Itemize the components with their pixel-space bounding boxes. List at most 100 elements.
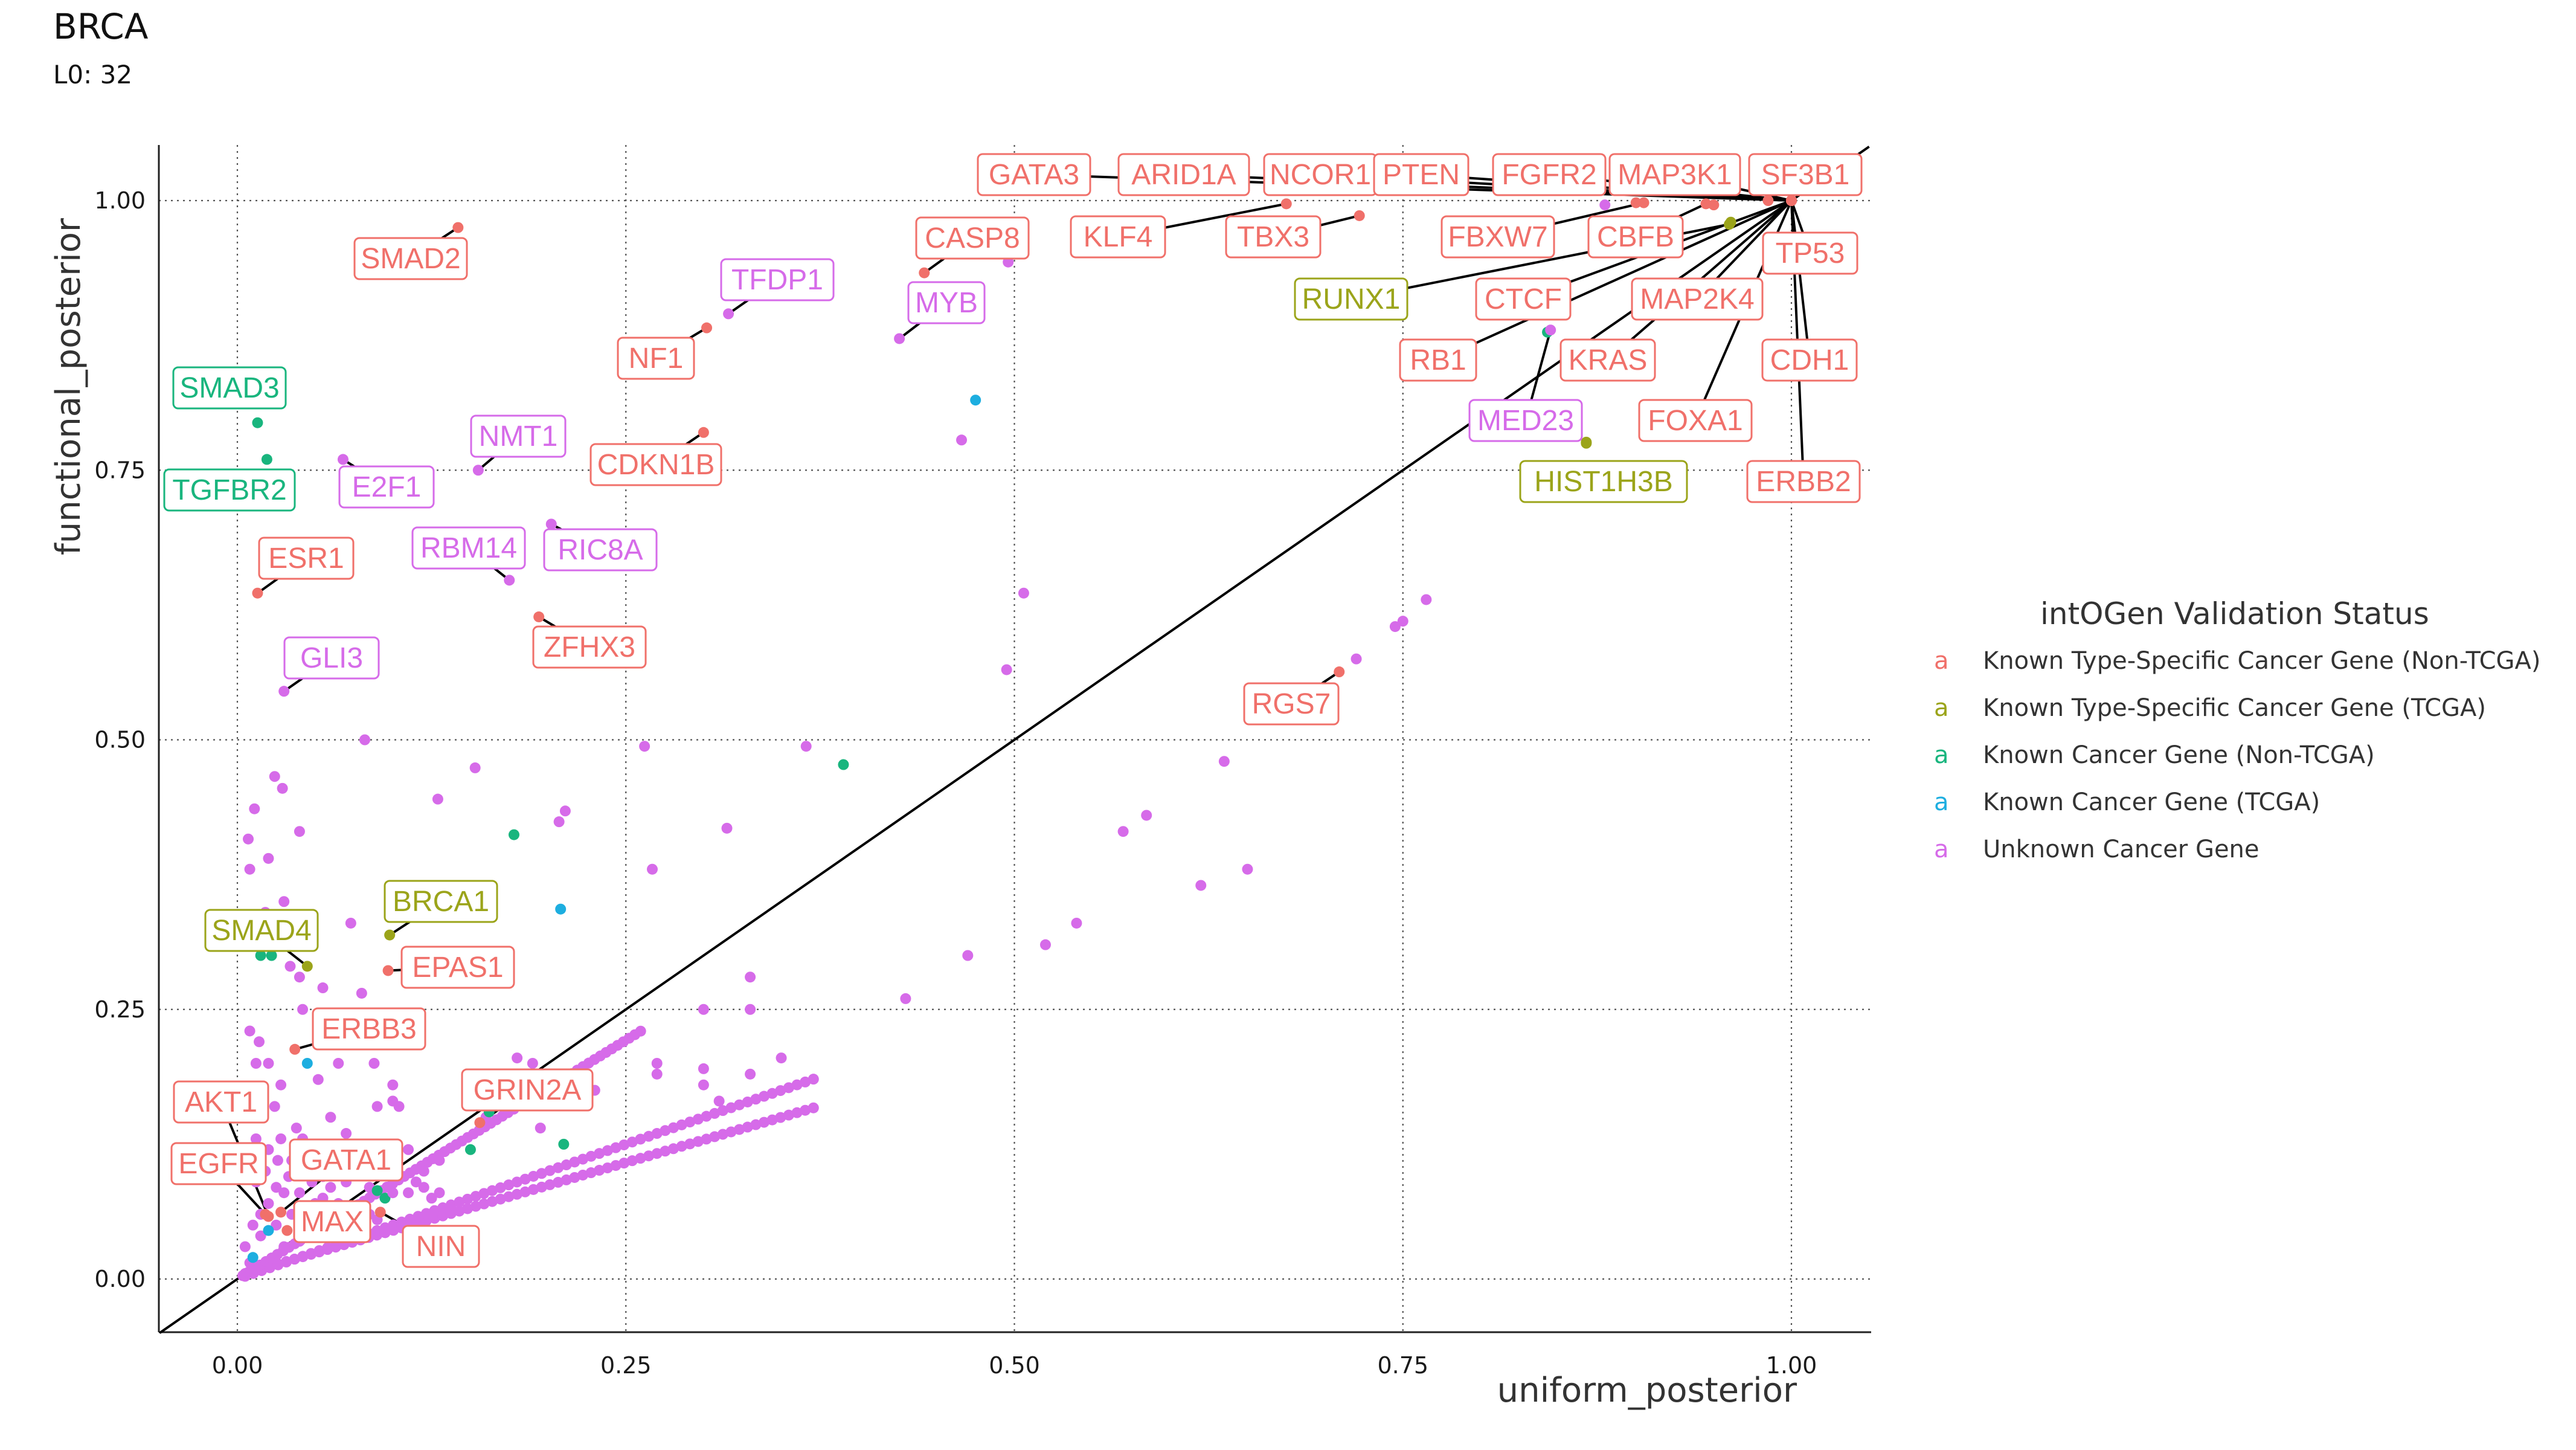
data-point xyxy=(462,1203,474,1214)
gene-label: ESR1 xyxy=(268,543,344,575)
labeled-point xyxy=(919,267,930,279)
data-point xyxy=(396,1216,407,1228)
labeled-point xyxy=(337,454,348,465)
data-point xyxy=(271,1219,282,1231)
data-point xyxy=(345,917,356,929)
x-tick-label: 0.50 xyxy=(989,1352,1040,1379)
data-point xyxy=(312,1074,324,1085)
data-point xyxy=(651,1058,663,1069)
gene-label-box xyxy=(1475,277,1572,321)
data-point xyxy=(313,1245,325,1256)
data-point xyxy=(750,1119,762,1130)
gene-label-box xyxy=(312,1007,426,1051)
gene-label-box xyxy=(170,1142,267,1185)
data-point xyxy=(294,1187,305,1199)
gene-label: EGFR xyxy=(178,1148,259,1180)
gene-label: GLI3 xyxy=(300,642,363,674)
y-tick-label: 0.75 xyxy=(94,457,146,483)
data-point xyxy=(721,822,733,834)
labeled-point xyxy=(289,1043,301,1055)
data-point xyxy=(294,826,305,837)
gene-label: FBXW7 xyxy=(1448,221,1547,253)
gene-label: KLF4 xyxy=(1084,221,1153,253)
gene-label-box xyxy=(1519,460,1688,503)
gene-label-box xyxy=(204,909,319,952)
data-point xyxy=(272,1155,283,1166)
data-point xyxy=(519,1186,531,1197)
legend-entry: Known Cancer Gene (TCGA) xyxy=(1983,788,2320,816)
data-point xyxy=(254,1036,265,1048)
data-point xyxy=(418,1182,429,1193)
data-point xyxy=(734,1099,745,1110)
data-point xyxy=(297,1251,309,1262)
data-point xyxy=(379,1193,391,1204)
gene-label-box xyxy=(617,337,695,380)
x-tick-label: 0.25 xyxy=(600,1352,652,1379)
gene-label: RGS7 xyxy=(1252,688,1331,720)
data-point xyxy=(742,1121,753,1133)
data-point xyxy=(791,1107,803,1118)
gene-label-box xyxy=(1559,338,1656,382)
data-point xyxy=(434,1155,445,1166)
data-point xyxy=(1039,939,1051,950)
labeled-point xyxy=(452,222,464,233)
data-point xyxy=(512,1052,523,1064)
x-tick-label: 0.00 xyxy=(212,1352,263,1379)
data-point xyxy=(1218,756,1230,767)
data-point xyxy=(783,1082,794,1094)
data-point xyxy=(371,1185,383,1196)
data-point xyxy=(594,1148,605,1159)
gene-label: MYB xyxy=(915,287,978,319)
labeled-point xyxy=(384,929,396,941)
data-point xyxy=(643,1150,655,1162)
gene-label-box xyxy=(1243,682,1340,726)
gene-label-box xyxy=(1631,277,1764,321)
data-point xyxy=(266,950,277,961)
data-point xyxy=(635,1153,646,1164)
data-point xyxy=(775,1085,786,1097)
x-axis-label: uniform_posterior xyxy=(1497,1371,1797,1410)
gene-label: NF1 xyxy=(629,343,684,375)
data-point xyxy=(371,1225,383,1236)
data-point xyxy=(250,1058,262,1069)
data-point xyxy=(667,1143,679,1155)
gene-label-box xyxy=(1608,153,1741,196)
gene-label-box xyxy=(532,625,647,669)
data-point xyxy=(508,829,519,840)
x-tick-label: 0.75 xyxy=(1377,1352,1428,1379)
data-point xyxy=(734,1124,745,1135)
data-point xyxy=(585,1150,597,1162)
data-point xyxy=(776,1052,787,1064)
data-point xyxy=(1630,197,1642,208)
data-point xyxy=(643,1130,655,1142)
data-point xyxy=(527,1058,538,1069)
gene-label: HIST1H3B xyxy=(1534,466,1672,498)
legend-title: intOGen Validation Status xyxy=(2040,596,2429,631)
data-point xyxy=(536,1168,547,1179)
gene-label: CBFB xyxy=(1597,221,1674,253)
gene-label: GATA1 xyxy=(301,1144,391,1176)
data-point xyxy=(800,1076,811,1088)
data-point xyxy=(404,1213,416,1225)
data-point xyxy=(359,734,370,746)
gene-label: E2F1 xyxy=(352,471,422,503)
y-tick-label: 0.50 xyxy=(94,727,146,753)
gene-label-box xyxy=(1468,399,1583,442)
data-point xyxy=(445,1199,457,1211)
data-point xyxy=(577,1153,588,1165)
y-axis-label: functional_posterior xyxy=(49,218,88,555)
data-point xyxy=(717,1105,728,1116)
labeled-point xyxy=(1545,324,1556,336)
data-point xyxy=(626,1136,638,1148)
gene-label-box xyxy=(1638,399,1753,442)
data-point xyxy=(725,1126,737,1138)
data-point xyxy=(692,1136,704,1147)
data-point xyxy=(478,1188,490,1199)
data-point xyxy=(275,1079,287,1091)
gene-label: GATA3 xyxy=(989,159,1079,191)
data-point xyxy=(560,1159,572,1171)
data-point xyxy=(325,1182,336,1193)
legend-entry: Unknown Cancer Gene xyxy=(1983,836,2260,863)
data-point xyxy=(838,759,849,770)
